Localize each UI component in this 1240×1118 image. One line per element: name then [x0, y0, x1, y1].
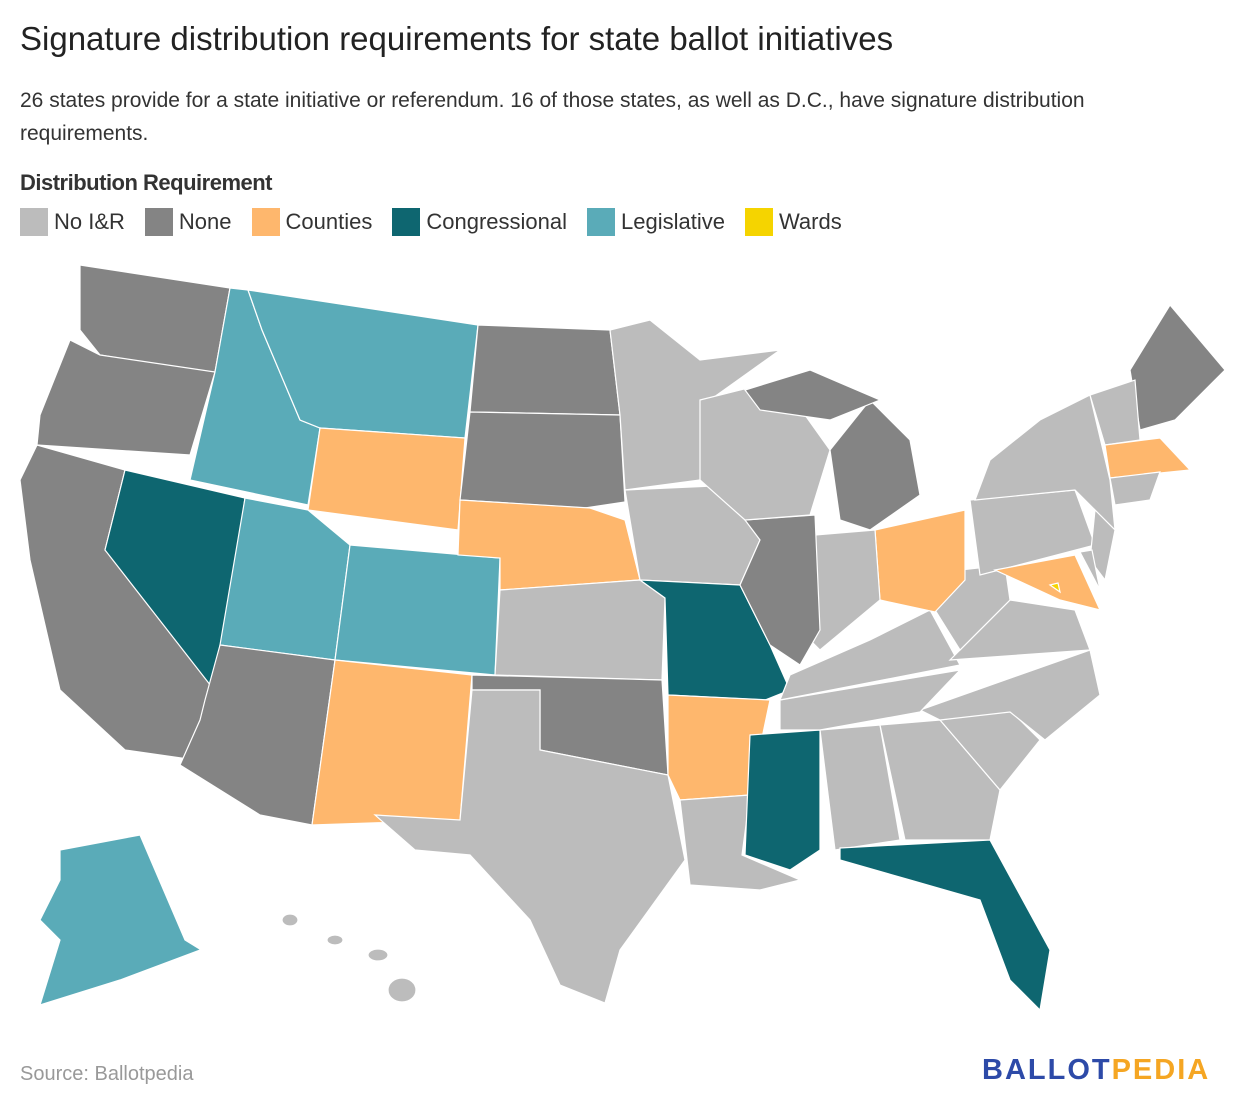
state-ms — [744, 729, 821, 871]
state-sd — [459, 411, 626, 509]
state-tx — [373, 689, 686, 1004]
legend-swatch — [251, 208, 280, 236]
state-md — [993, 554, 1102, 611]
state-ak — [39, 834, 251, 1006]
state-al — [819, 724, 901, 851]
page-title: Signature distribution requirements for … — [20, 20, 894, 57]
legend-swatch — [392, 208, 421, 236]
state-ma — [1104, 437, 1192, 479]
state-hi — [387, 977, 417, 1003]
legend-item-counties: Counties — [251, 208, 373, 236]
state-dc — [1048, 582, 1061, 594]
legend-title: Distribution Requirement — [20, 170, 273, 195]
legend-swatch — [587, 208, 615, 236]
state-nm — [311, 659, 473, 826]
state-de — [1079, 549, 1101, 591]
state-wy — [307, 427, 466, 531]
state-me — [1129, 303, 1226, 431]
state-hi — [281, 913, 299, 927]
legend-label: None — [178, 209, 232, 234]
source-note: Source: Ballotpedia — [20, 1063, 194, 1085]
state-nj — [1089, 508, 1116, 582]
subtitle: 26 states provide for a state initiative… — [20, 89, 1085, 145]
state-ks — [494, 579, 666, 681]
legend-item-wards: Wards — [744, 208, 842, 236]
state-mi — [829, 399, 921, 531]
logo-part2: PEDIA — [1111, 1054, 1211, 1086]
state-ky — [779, 609, 961, 701]
state-ga — [879, 719, 1001, 841]
state-ct-ri — [1109, 471, 1161, 506]
legend-item-legislative: Legislative — [587, 208, 725, 236]
legend-swatch — [144, 208, 173, 236]
logo-part1: BALLOT — [982, 1054, 1112, 1086]
legend: No I&R None Counties Congressional Legis… — [20, 208, 842, 236]
state-hi — [367, 948, 389, 962]
state-tn — [779, 669, 962, 731]
legend-swatch — [20, 208, 48, 236]
state-co — [334, 544, 501, 676]
state-hi — [326, 934, 344, 946]
legend-label: No I&R — [54, 209, 125, 234]
state-mi-up — [744, 369, 882, 421]
legend-swatch — [744, 208, 773, 236]
state-in — [809, 529, 881, 651]
state-fl — [839, 839, 1051, 1012]
legend-item-noir: No I&R — [20, 208, 125, 236]
legend-item-none: None — [144, 208, 232, 236]
state-nd — [469, 324, 621, 416]
legend-label: Counties — [285, 209, 373, 234]
legend-label: Congressional — [426, 209, 567, 234]
legend-label: Legislative — [621, 209, 725, 234]
legend-item-congressional: Congressional — [392, 208, 567, 236]
legend-label: Wards — [778, 209, 842, 234]
ballotpedia-logo: BALLOTPEDIA — [982, 1054, 1210, 1087]
state-il — [739, 514, 821, 666]
